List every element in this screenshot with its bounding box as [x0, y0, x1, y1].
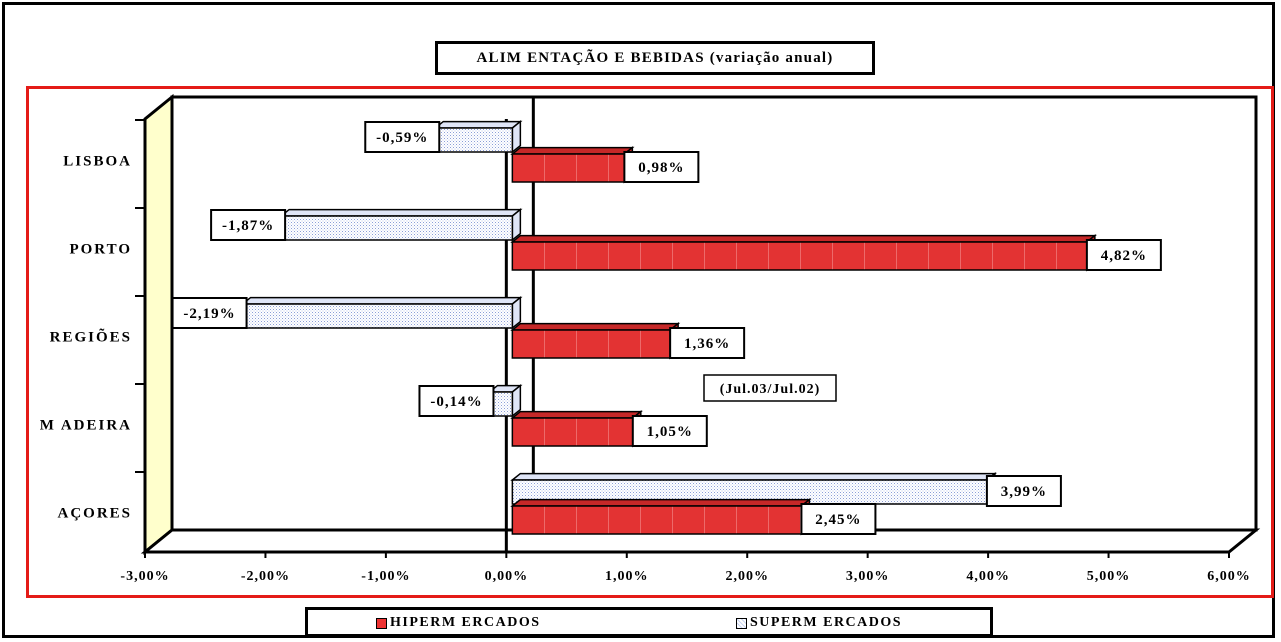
bar-hipermercados [510, 410, 643, 448]
data-label-hipermercados-box [623, 151, 700, 183]
legend-label-hipermercados: HIPERM ERCADOS [390, 615, 541, 630]
data-label-supermercados-text: 3,99% [1001, 484, 1047, 500]
category-label: PORTO [69, 241, 132, 257]
data-label-supermercados-text: -2,19% [183, 306, 235, 322]
bar-hipermercados-front [511, 241, 1088, 271]
data-label-hipermercados: 1,05% [631, 415, 708, 447]
data-label-hipermercados-text: 1,05% [647, 424, 693, 440]
bar-supermercados-front [434, 127, 514, 153]
x-tick-label: 4,00% [966, 569, 1010, 584]
bar-hipermercados-top [510, 498, 812, 507]
category-label: AÇORES [57, 505, 132, 521]
data-label-supermercados-box [171, 297, 248, 329]
data-label-supermercados-box [418, 385, 495, 417]
data-label-supermercados-box [364, 121, 441, 153]
data-label-supermercados-box [985, 475, 1062, 507]
category-label: LISBOA [63, 153, 132, 169]
x-tick-label: -3,00% [120, 569, 169, 584]
x-tick-label: -2,00% [241, 569, 290, 584]
category-label: REGIÕES [50, 327, 132, 345]
plot-area-highlight-frame [26, 86, 1274, 598]
legend-swatch-hipermercados [376, 617, 387, 629]
bar-hipermercados-front [511, 329, 671, 359]
bar-hipermercados [510, 234, 1098, 272]
data-label-supermercados: -0,59% [364, 121, 441, 153]
bar-hipermercados [510, 146, 635, 184]
chart-title: ALIM ENTAÇÃO E BEBIDAS (variação anual) [435, 41, 875, 75]
bar-hipermercados-top [510, 322, 681, 331]
bar-supermercados-side [511, 208, 522, 242]
legend-item-hipermercados: HIPERM ERCADOS [376, 615, 541, 631]
category-label: M ADEIRA [40, 417, 132, 433]
bar-supermercados-front [241, 303, 514, 329]
legend-label-supermercados: SUPERM ERCADOS [750, 615, 903, 630]
bar-supermercados-top [510, 472, 998, 481]
x-tick-label: 5,00% [1087, 569, 1131, 584]
data-label-hipermercados-box [631, 415, 708, 447]
data-label-hipermercados-text: 2,45% [815, 512, 861, 528]
left-wall [143, 93, 174, 556]
legend-swatch-supermercados [736, 617, 747, 629]
data-label-hipermercados-box [669, 327, 746, 359]
bar-hipermercados [510, 498, 812, 536]
bar-hipermercados-top [510, 146, 635, 155]
bar-hipermercados [510, 322, 681, 360]
x-tick-label: 6,00% [1207, 569, 1251, 584]
bar-supermercados [487, 384, 523, 418]
bar-supermercados [278, 208, 523, 242]
data-label-supermercados: -0,14% [418, 385, 495, 417]
data-label-hipermercados-box [800, 503, 877, 535]
data-label-hipermercados: 4,82% [1085, 239, 1162, 271]
bar-supermercados-top [278, 208, 523, 217]
x-tick-label: -1,00% [361, 569, 410, 584]
x-tick-label: 1,00% [605, 569, 649, 584]
data-label-supermercados-box [210, 209, 287, 241]
period-annotation-text: (Jul.03/Jul.02) [720, 382, 821, 397]
data-label-hipermercados-box [1085, 239, 1162, 271]
bar-supermercados [240, 296, 523, 330]
data-label-supermercados: 3,99% [985, 475, 1062, 507]
bar-supermercados-side [511, 296, 522, 330]
bar-hipermercados-top [510, 234, 1098, 243]
data-label-hipermercados: 2,45% [800, 503, 877, 535]
bar-supermercados-front [280, 215, 514, 241]
data-label-supermercados-text: -0,59% [376, 130, 428, 146]
legend-item-supermercados: SUPERM ERCADOS [736, 615, 902, 631]
chart-legend: HIPERM ERCADOS SUPERM ERCADOS [305, 607, 993, 637]
bar-hipermercados-front [511, 505, 803, 535]
bar-supermercados-side [511, 384, 522, 418]
period-annotation-box [703, 374, 837, 402]
data-label-hipermercados-text: 1,36% [684, 336, 730, 352]
data-label-supermercados-text: -1,87% [222, 218, 274, 234]
x-tick-label: 2,00% [725, 569, 769, 584]
data-label-hipermercados: 0,98% [623, 151, 700, 183]
period-annotation: (Jul.03/Jul.02) [703, 374, 837, 402]
data-label-supermercados: -2,19% [171, 297, 248, 329]
bar-supermercados-top [433, 120, 523, 129]
data-label-hipermercados: 1,36% [669, 327, 746, 359]
bar-hipermercados-top [510, 410, 643, 419]
data-label-supermercados: -1,87% [210, 209, 287, 241]
bar-supermercados [433, 120, 523, 154]
data-label-supermercados-text: -0,14% [430, 394, 482, 410]
bar-supermercados-top [240, 296, 523, 305]
bar-supermercados-side [511, 120, 522, 154]
data-label-hipermercados-text: 4,82% [1101, 248, 1147, 264]
x-tick-label: 0,00% [485, 569, 529, 584]
bar-hipermercados-front [511, 417, 634, 447]
bar-hipermercados-front [511, 153, 626, 183]
data-label-hipermercados-text: 0,98% [638, 160, 684, 176]
x-tick-label: 3,00% [846, 569, 890, 584]
